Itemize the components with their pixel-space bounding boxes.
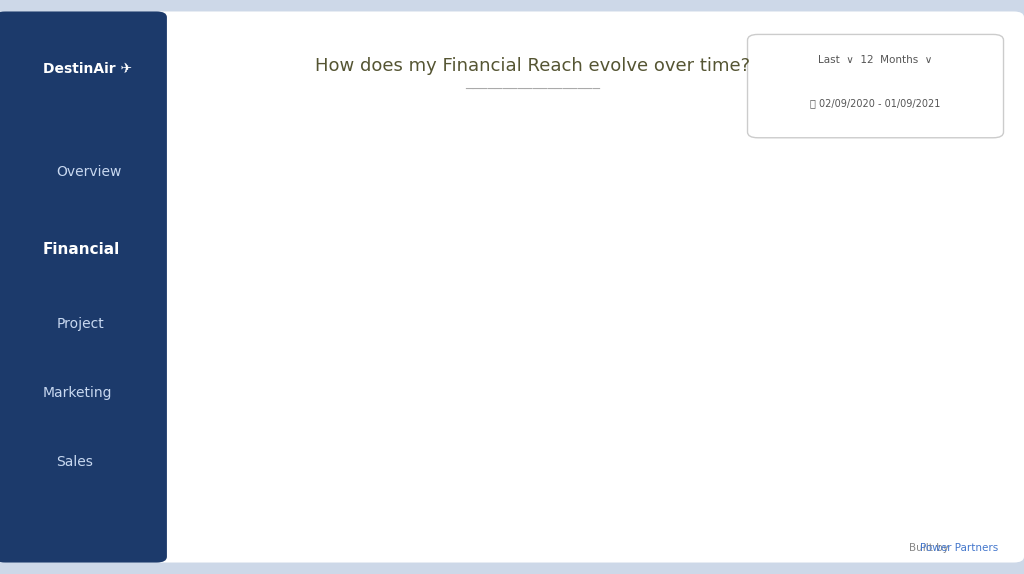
Text: Overview: Overview xyxy=(56,165,122,179)
Bar xyxy=(852,464,892,517)
Text: 5.21: 5.21 xyxy=(631,289,658,300)
Bar xyxy=(928,196,968,517)
Bar xyxy=(397,464,437,517)
Text: 5.77: 5.77 xyxy=(782,266,810,276)
Bar xyxy=(549,464,589,517)
Bar xyxy=(397,334,437,517)
Text: 3.39: 3.39 xyxy=(328,367,355,377)
Legend: Costs, Liquid assets, Financial Reach in months, Dangerous financial reach, Good: Costs, Liquid assets, Financial Reach in… xyxy=(210,75,870,94)
Bar xyxy=(246,464,286,517)
Text: DestinAir ✈: DestinAir ✈ xyxy=(43,62,132,76)
Bar xyxy=(473,331,513,517)
Text: 7.02: 7.02 xyxy=(934,213,962,223)
Bar xyxy=(322,364,361,517)
Bar xyxy=(700,259,740,517)
Bar xyxy=(625,466,665,517)
Text: Project: Project xyxy=(56,317,104,331)
Text: 5.67: 5.67 xyxy=(707,270,734,280)
Bar xyxy=(322,461,361,517)
Bar xyxy=(776,274,816,517)
Text: 6.15: 6.15 xyxy=(858,250,886,259)
Bar xyxy=(473,466,513,517)
Bar xyxy=(246,382,286,517)
Bar xyxy=(700,467,740,517)
Text: Last  ∨  12  Months  ∨: Last ∨ 12 Months ∨ xyxy=(818,55,933,65)
Bar xyxy=(776,469,816,517)
Bar xyxy=(549,316,589,517)
Text: Marketing: Marketing xyxy=(43,386,113,400)
Text: 🗓 02/09/2020 - 01/09/2021: 🗓 02/09/2020 - 01/09/2021 xyxy=(810,98,941,108)
Bar xyxy=(928,466,968,517)
Bar xyxy=(852,241,892,517)
Text: 3.74: 3.74 xyxy=(403,352,431,362)
Text: 3.78: 3.78 xyxy=(479,350,507,360)
Text: Financial: Financial xyxy=(43,242,120,257)
Bar xyxy=(625,293,665,517)
Text: Power Partners: Power Partners xyxy=(921,543,998,553)
Text: Sales: Sales xyxy=(56,455,93,469)
Text: 4.26: 4.26 xyxy=(555,330,583,340)
Text: ──────────────────: ────────────────── xyxy=(465,83,600,95)
Text: How does my Financial Reach evolve over time?: How does my Financial Reach evolve over … xyxy=(315,57,750,75)
Text: Built by: Built by xyxy=(909,543,952,553)
Text: 3.21: 3.21 xyxy=(252,374,280,385)
